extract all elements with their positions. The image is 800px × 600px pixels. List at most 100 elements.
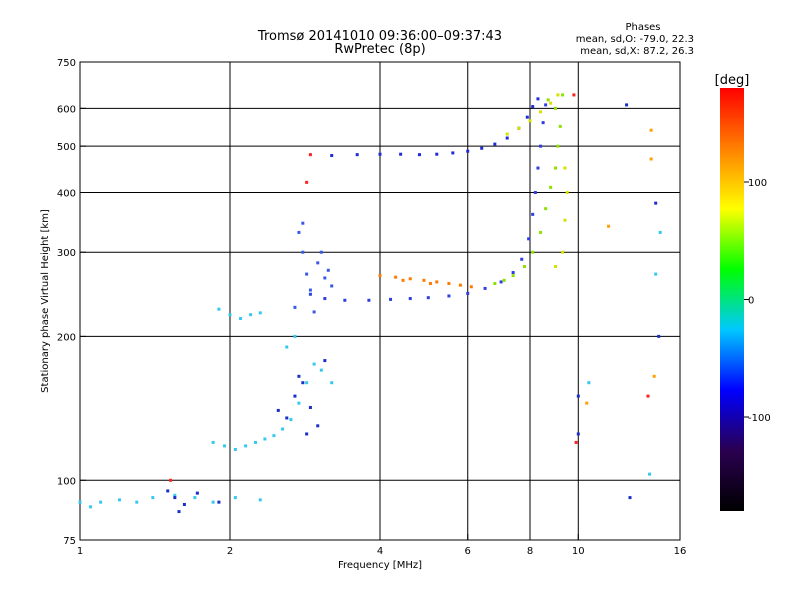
data-point	[654, 272, 658, 276]
x-tick-label: 16	[674, 546, 687, 557]
data-point	[177, 510, 181, 514]
data-point	[308, 153, 312, 157]
data-point	[435, 280, 439, 284]
data-point	[263, 437, 267, 441]
data-point	[451, 151, 455, 155]
data-point	[305, 432, 309, 436]
colorbar	[720, 88, 744, 511]
data-point	[536, 166, 540, 170]
data-point	[625, 103, 629, 107]
x-tick-label: 1	[77, 546, 83, 557]
data-point	[574, 440, 578, 444]
data-point	[330, 154, 334, 158]
data-point	[572, 93, 576, 97]
grid-lines	[80, 62, 680, 540]
x-tick-label: 4	[377, 546, 383, 557]
data-point	[211, 500, 215, 504]
data-point	[528, 119, 532, 123]
data-point	[536, 97, 540, 101]
data-point	[305, 180, 309, 184]
data-point	[217, 307, 221, 311]
data-point	[447, 282, 451, 286]
y-tick-label: 500	[57, 142, 76, 153]
data-point	[408, 297, 412, 301]
data-point	[323, 359, 327, 363]
data-point	[523, 265, 527, 269]
data-point	[117, 498, 121, 502]
data-point	[563, 166, 567, 170]
data-point	[553, 166, 557, 170]
data-point	[531, 105, 535, 109]
data-point	[553, 106, 557, 110]
data-point	[151, 496, 155, 500]
y-tick-label: 300	[57, 248, 76, 259]
data-point	[312, 362, 316, 366]
data-point	[316, 424, 320, 428]
data-point	[628, 496, 632, 500]
data-point	[654, 201, 658, 205]
data-point	[301, 221, 305, 225]
data-point	[281, 427, 285, 431]
data-point	[211, 440, 215, 444]
data-point	[658, 230, 662, 234]
data-point	[544, 207, 548, 211]
data-point	[244, 444, 248, 448]
data-point	[308, 292, 312, 296]
data-point	[301, 250, 305, 254]
y-axis-ticks: 75 100 200 300 400 500 600 750	[57, 58, 86, 547]
data-point	[182, 502, 186, 506]
y-tick-label: 600	[57, 104, 76, 115]
data-points	[78, 93, 662, 514]
data-point	[561, 93, 565, 97]
data-point	[389, 297, 393, 301]
data-point	[293, 394, 297, 398]
data-point	[563, 218, 567, 222]
data-point	[249, 313, 253, 317]
data-point	[426, 296, 430, 300]
data-point	[195, 491, 199, 495]
data-point	[297, 374, 301, 378]
data-point	[417, 153, 421, 157]
data-point	[576, 432, 580, 436]
data-point	[499, 280, 503, 284]
data-point	[293, 305, 297, 309]
data-point	[493, 282, 497, 286]
data-point	[652, 374, 656, 378]
data-point	[401, 278, 405, 282]
data-point	[541, 121, 545, 125]
data-point	[408, 277, 412, 281]
data-point	[316, 261, 320, 265]
data-point	[367, 298, 371, 302]
data-point	[258, 311, 262, 315]
data-point	[99, 500, 103, 504]
colorbar-label: [deg]	[715, 73, 750, 88]
data-point	[648, 472, 652, 476]
data-point	[305, 272, 309, 276]
data-point	[135, 500, 139, 504]
data-point	[276, 408, 280, 412]
data-point	[556, 93, 560, 97]
y-tick-label: 200	[57, 332, 76, 343]
data-point	[193, 496, 197, 500]
data-point	[525, 115, 529, 119]
data-point	[289, 418, 293, 422]
data-point	[539, 110, 543, 114]
data-point	[285, 345, 289, 349]
x-tick-label: 6	[465, 546, 471, 557]
data-point	[493, 142, 497, 146]
data-point	[293, 334, 297, 338]
data-point	[646, 394, 650, 398]
data-point	[78, 500, 82, 504]
data-point	[233, 496, 237, 500]
data-point	[89, 505, 93, 509]
data-point	[223, 444, 227, 448]
data-point	[533, 190, 537, 194]
data-point	[378, 152, 382, 156]
data-point	[539, 230, 543, 234]
data-point	[258, 498, 262, 502]
data-point	[466, 291, 470, 295]
data-point	[330, 381, 334, 385]
phase-stat-x: mean, sd,X: 87.2, 26.3	[580, 46, 694, 57]
data-point	[378, 274, 382, 278]
